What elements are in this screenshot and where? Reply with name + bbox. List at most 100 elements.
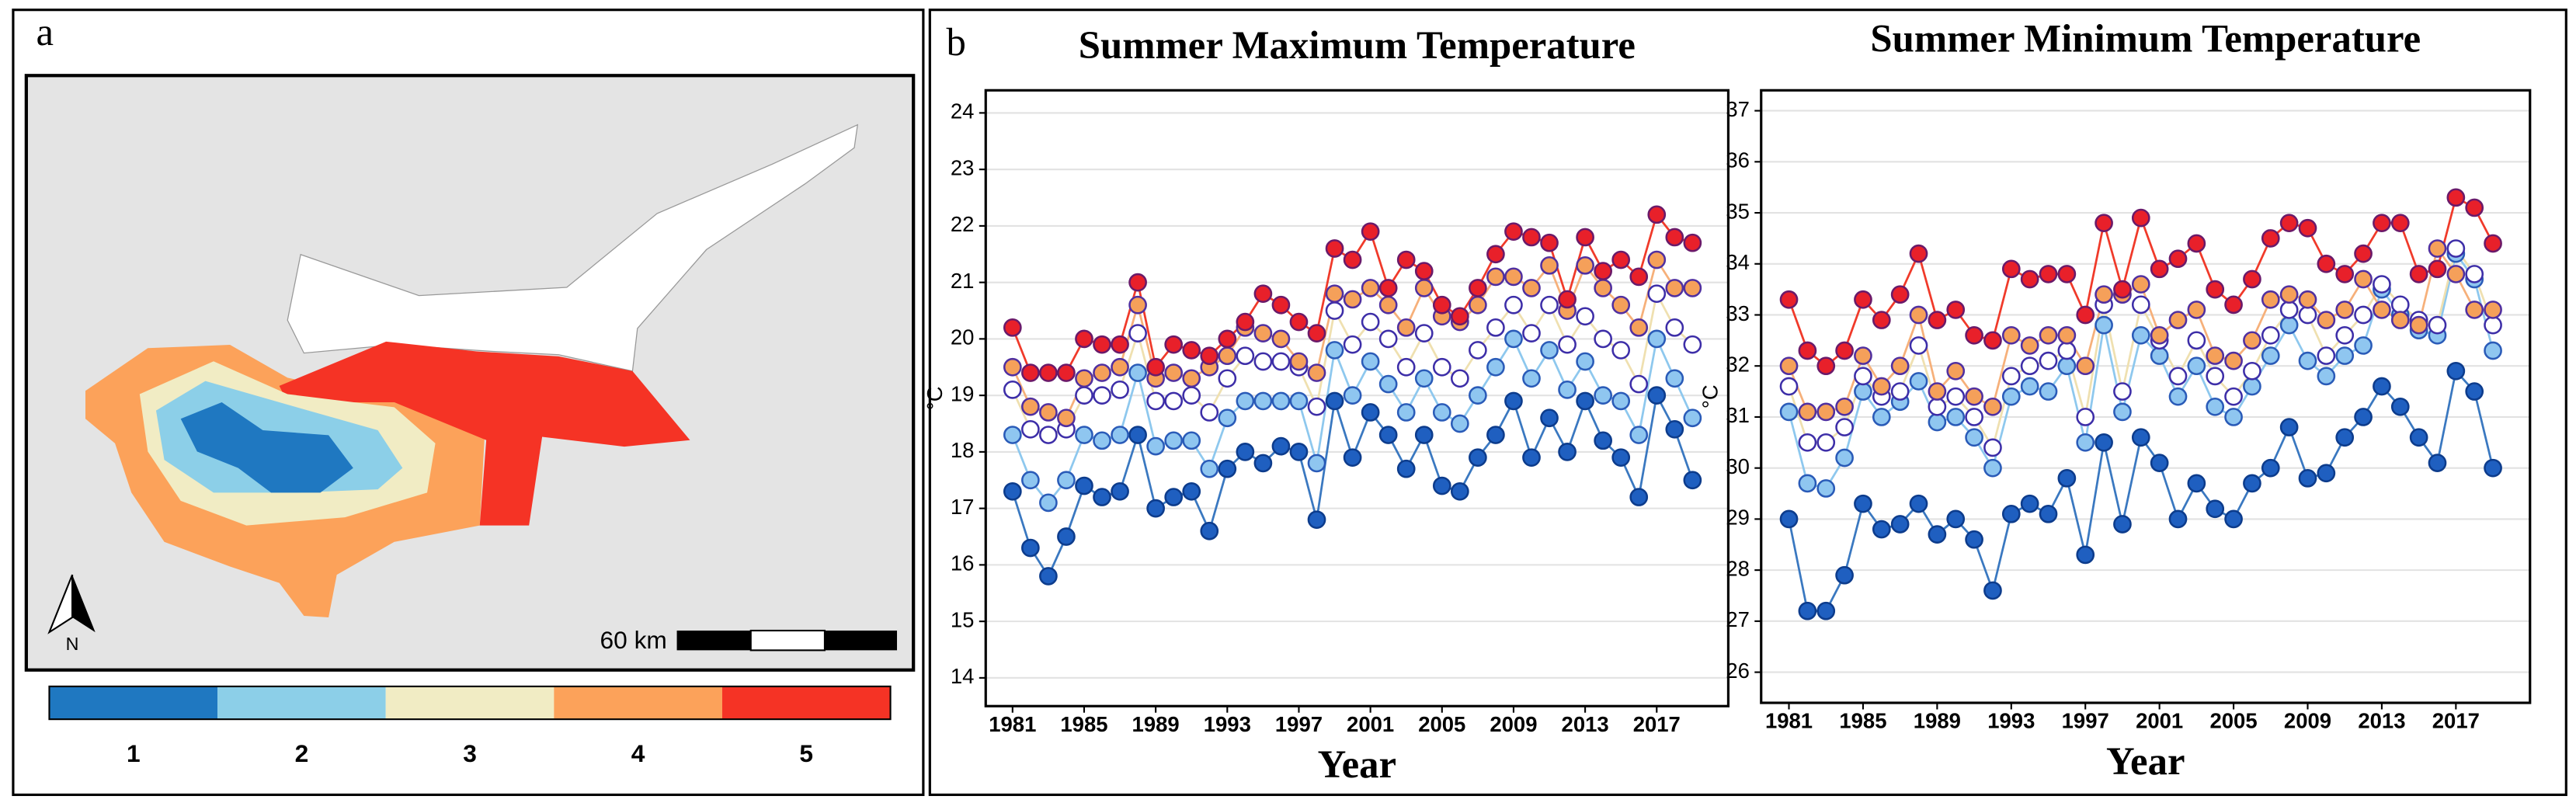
point — [1075, 386, 1093, 405]
x-tick-label: 2017 — [1633, 712, 1681, 736]
point — [1343, 250, 1362, 269]
point — [1021, 363, 1040, 382]
point — [2465, 265, 2484, 283]
point — [1558, 335, 1577, 354]
point — [1200, 459, 1219, 478]
point — [2131, 325, 2150, 345]
point — [1325, 391, 1344, 411]
point — [1909, 494, 1928, 513]
x-tick-label: 1993 — [1987, 709, 2035, 733]
y-tick-label: 27 — [1726, 607, 1750, 631]
point — [1164, 431, 1184, 450]
point — [1111, 335, 1129, 354]
point — [2224, 387, 2243, 406]
point — [1218, 369, 1237, 388]
panel-b-frame — [928, 9, 2567, 797]
point — [1576, 255, 1594, 275]
y-tick-label: 33 — [1726, 301, 1750, 325]
point — [1289, 352, 1309, 371]
point — [2484, 301, 2502, 319]
point — [1486, 245, 1505, 264]
point — [1093, 335, 1111, 354]
point — [2373, 214, 2391, 233]
point — [1946, 361, 1966, 381]
point — [1075, 329, 1093, 349]
point — [2354, 269, 2373, 289]
point — [1946, 301, 1966, 319]
y-tick-label: 17 — [951, 495, 975, 519]
point — [2224, 295, 2243, 315]
point — [1325, 341, 1344, 360]
point — [2095, 285, 2113, 304]
point — [1504, 391, 1523, 411]
point — [2001, 259, 2021, 279]
point — [1872, 408, 1891, 426]
point — [2335, 346, 2355, 365]
point — [1093, 386, 1111, 405]
map: N 60 km — [24, 74, 916, 672]
point — [1928, 525, 1947, 544]
point — [2001, 325, 2021, 345]
point — [1414, 279, 1434, 297]
x-tick-label: 1989 — [1132, 712, 1180, 736]
map-zone — [180, 402, 353, 493]
point — [2465, 198, 2484, 217]
point — [2409, 315, 2428, 335]
point — [1816, 479, 1836, 498]
point — [1683, 335, 1702, 354]
point — [2076, 433, 2095, 452]
point — [1325, 239, 1344, 258]
point — [1486, 267, 1505, 287]
point — [1594, 386, 1612, 405]
point — [1236, 391, 1255, 411]
panel-label: b — [946, 20, 965, 64]
point — [2168, 509, 2188, 529]
y-tick-label: 16 — [951, 551, 975, 575]
point — [2076, 545, 2095, 565]
point — [2095, 315, 2113, 335]
point — [1504, 222, 1523, 242]
point — [1665, 419, 1684, 439]
point — [1075, 476, 1093, 495]
point — [1683, 233, 1702, 252]
colorbar-label: 3 — [463, 739, 477, 767]
point — [2335, 301, 2355, 319]
chart: Summer Maximum Temperature 14 15 16 17 18 19 20… — [923, 23, 1730, 786]
point — [1779, 377, 1799, 396]
point — [2261, 458, 2280, 478]
point — [1111, 381, 1129, 399]
y-tick-label: 19 — [951, 381, 975, 405]
point — [1576, 391, 1594, 411]
point — [1469, 341, 1487, 360]
point — [1325, 284, 1344, 304]
point — [2020, 356, 2039, 376]
point — [1540, 341, 1559, 360]
point — [1816, 356, 1836, 376]
point — [1432, 403, 1451, 422]
point — [1289, 391, 1309, 411]
point — [1146, 357, 1165, 377]
point — [1361, 279, 1380, 297]
scale-bar — [824, 630, 898, 651]
x-tick-label: 2005 — [1418, 712, 1465, 736]
point — [1396, 357, 1416, 377]
point — [1343, 335, 1362, 354]
point — [2150, 454, 2169, 472]
point — [1665, 279, 1684, 297]
point — [1683, 279, 1702, 297]
point — [1647, 386, 1667, 405]
y-tick-label: 24 — [951, 99, 975, 123]
point — [2354, 408, 2373, 426]
point — [2113, 382, 2132, 401]
point — [1307, 324, 1326, 342]
point — [1965, 428, 1983, 447]
point — [1414, 262, 1434, 280]
point — [1647, 329, 1667, 349]
point — [2113, 515, 2132, 534]
point — [1909, 305, 1928, 325]
point — [1779, 509, 1799, 529]
point — [2446, 265, 2466, 283]
point — [1164, 488, 1184, 506]
point — [1182, 481, 1201, 501]
x-tick-label: 2017 — [2432, 709, 2480, 733]
